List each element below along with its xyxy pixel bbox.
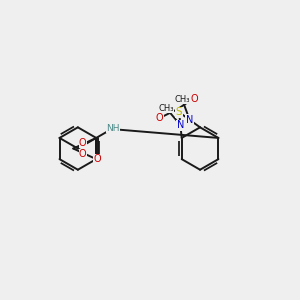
- Text: NH: NH: [106, 124, 120, 133]
- Text: N: N: [177, 120, 184, 130]
- Text: CH₃: CH₃: [174, 94, 190, 103]
- Text: O: O: [79, 138, 87, 148]
- Text: O: O: [79, 149, 87, 159]
- Text: O: O: [156, 113, 164, 123]
- Text: O: O: [94, 154, 101, 164]
- Text: S: S: [176, 107, 182, 117]
- Text: CH₃: CH₃: [158, 104, 174, 113]
- Text: O: O: [190, 94, 198, 103]
- Text: N: N: [186, 115, 193, 125]
